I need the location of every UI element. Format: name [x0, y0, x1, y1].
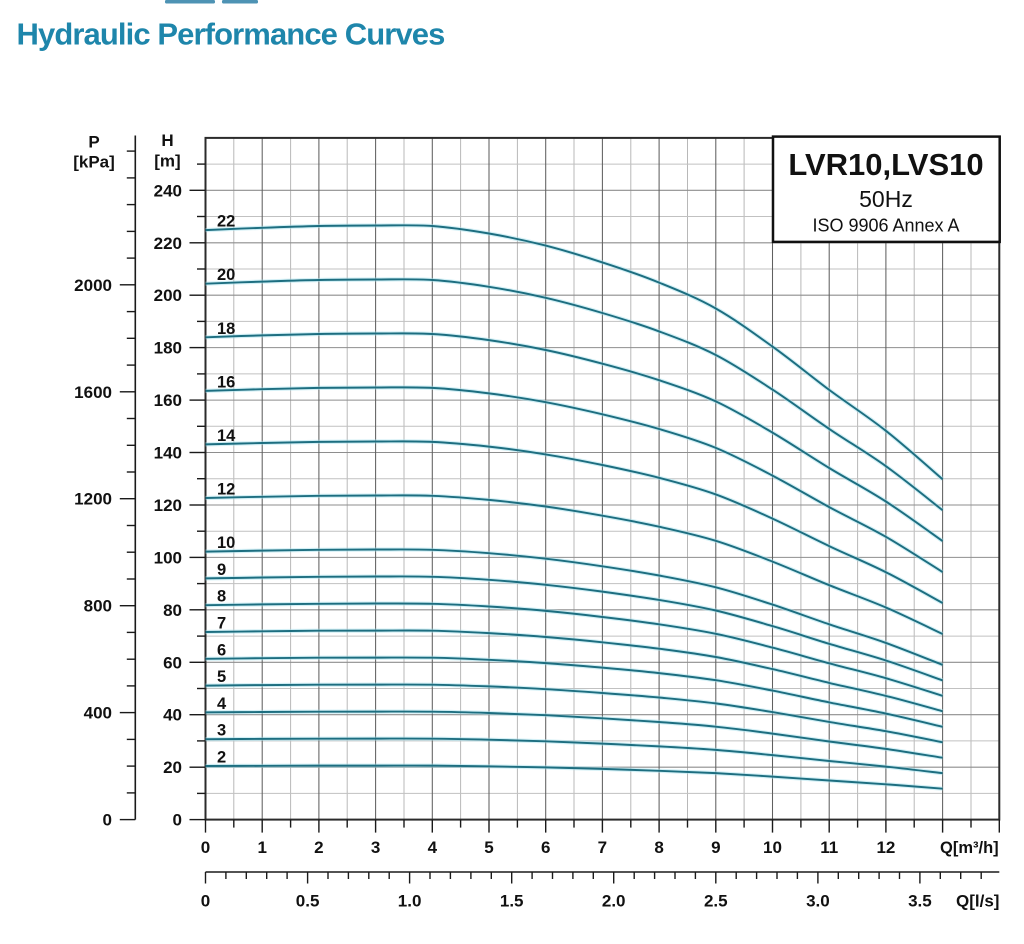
svg-text:0: 0: [173, 811, 182, 830]
svg-text:H: H: [161, 131, 173, 150]
svg-text:5: 5: [484, 838, 493, 857]
svg-text:10: 10: [217, 534, 235, 552]
svg-text:80: 80: [163, 601, 182, 620]
svg-text:220: 220: [154, 234, 182, 253]
svg-text:Q[m³/h]: Q[m³/h]: [940, 839, 999, 857]
svg-text:3: 3: [217, 722, 226, 740]
svg-text:7: 7: [598, 838, 607, 857]
svg-text:40: 40: [163, 706, 182, 725]
svg-text:Q[l/s]: Q[l/s]: [956, 892, 999, 911]
svg-text:8: 8: [217, 588, 226, 606]
svg-text:22: 22: [217, 213, 235, 231]
svg-text:100: 100: [154, 548, 182, 567]
svg-text:Hydraulic Performance Curves: Hydraulic Performance Curves: [17, 17, 445, 52]
svg-text:[m]: [m]: [154, 152, 180, 171]
svg-text:0: 0: [201, 838, 210, 857]
svg-text:0: 0: [103, 811, 112, 830]
svg-text:180: 180: [154, 339, 182, 358]
svg-text:0.5: 0.5: [296, 892, 320, 911]
svg-text:18: 18: [217, 320, 235, 338]
svg-text:1.0: 1.0: [398, 892, 422, 911]
svg-text:160: 160: [154, 391, 182, 410]
svg-text:1200: 1200: [74, 490, 112, 509]
svg-text:4: 4: [217, 695, 227, 713]
svg-text:6: 6: [217, 641, 226, 659]
svg-text:4: 4: [428, 838, 438, 857]
svg-text:240: 240: [154, 181, 182, 200]
svg-text:120: 120: [154, 496, 182, 515]
svg-text:2: 2: [314, 838, 323, 857]
svg-text:12: 12: [876, 838, 895, 857]
svg-text:14: 14: [217, 427, 236, 445]
svg-text:20: 20: [217, 266, 235, 284]
svg-text:8: 8: [654, 838, 663, 857]
svg-text:60: 60: [163, 653, 182, 672]
svg-text:140: 140: [154, 444, 182, 463]
svg-text:6: 6: [541, 838, 550, 857]
svg-text:3: 3: [371, 838, 380, 857]
svg-text:9: 9: [217, 561, 226, 579]
svg-text:3.0: 3.0: [806, 892, 830, 911]
svg-text:10: 10: [763, 838, 782, 857]
svg-text:12: 12: [217, 481, 235, 499]
svg-text:P: P: [88, 133, 99, 152]
svg-text:2.0: 2.0: [602, 892, 626, 911]
svg-text:LVR10,LVS10: LVR10,LVS10: [788, 147, 983, 182]
svg-text:1.5: 1.5: [500, 892, 524, 911]
svg-text:ISO 9906 Annex A: ISO 9906 Annex A: [812, 216, 959, 236]
svg-text:11: 11: [820, 838, 838, 857]
svg-text:400: 400: [84, 704, 112, 723]
svg-text:2000: 2000: [74, 276, 112, 295]
svg-text:2: 2: [217, 749, 226, 767]
svg-text:1: 1: [257, 838, 266, 857]
svg-text:9: 9: [711, 838, 720, 857]
svg-text:50Hz: 50Hz: [859, 186, 913, 212]
svg-text:0: 0: [201, 892, 210, 911]
svg-text:16: 16: [217, 373, 235, 391]
svg-text:7: 7: [217, 615, 226, 633]
svg-text:3.5: 3.5: [908, 892, 932, 911]
svg-text:1600: 1600: [74, 383, 112, 402]
svg-text:[kPa]: [kPa]: [73, 153, 115, 172]
svg-text:800: 800: [84, 597, 112, 616]
svg-text:200: 200: [154, 286, 182, 305]
svg-text:5: 5: [217, 668, 226, 686]
svg-text:20: 20: [163, 758, 182, 777]
svg-text:2.5: 2.5: [704, 892, 728, 911]
